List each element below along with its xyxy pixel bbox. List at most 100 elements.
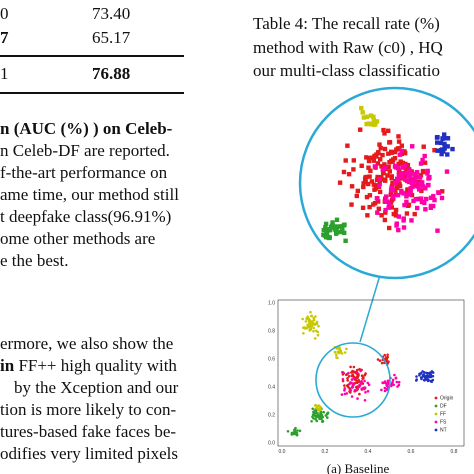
scatter-point [335, 347, 339, 350]
y-tick-label: 1.0 [268, 301, 275, 307]
scatter-point [315, 415, 318, 419]
zoomed-point [383, 199, 388, 204]
zoomed-point [442, 146, 447, 151]
scatter-point [427, 378, 430, 382]
zoomed-point [407, 174, 413, 179]
zoomed-point [337, 180, 343, 185]
zoomed-point [432, 148, 437, 153]
y-axis-ticks: 0.0 0.2 0.4 0.6 0.8 1.0 [268, 301, 275, 447]
x-tick-label: 0.4 [365, 449, 372, 455]
scatter-point [318, 417, 321, 421]
zoomed-point [422, 160, 428, 165]
zoomed-point [411, 198, 416, 204]
scatter-point [302, 332, 305, 335]
zoomed-point [372, 164, 378, 169]
scatter-point [367, 383, 371, 387]
zoomed-point [346, 172, 352, 177]
scatter-point [313, 412, 316, 416]
zoomed-point [371, 114, 376, 119]
zoomed-point [377, 183, 382, 188]
zoomed-point [377, 177, 382, 182]
zoomed-point [402, 202, 407, 208]
zoomed-point [366, 181, 371, 187]
zoomed-point [340, 226, 345, 231]
zoomed-point [376, 199, 381, 204]
zoomed-point [397, 168, 402, 173]
zoomed-point [324, 235, 329, 240]
zoomed-point [432, 197, 437, 203]
scatter-point [350, 395, 354, 398]
zoomed-point [440, 136, 445, 141]
zoomed-point [380, 167, 385, 172]
scatter-point [310, 314, 314, 318]
scatter-point [347, 371, 350, 375]
scatter-point [360, 387, 363, 391]
subfigure-label: (a) Baseline [327, 461, 390, 474]
zoomed-point [422, 153, 427, 159]
zoomed-point [445, 136, 451, 141]
zoomed-point [363, 179, 368, 184]
scatter-point [286, 430, 290, 433]
legend-label: FF [440, 412, 446, 418]
zoomed-point [369, 155, 374, 160]
scatter-point [394, 377, 398, 380]
y-tick-label: 0.2 [268, 413, 275, 419]
zoomed-point [442, 132, 447, 137]
zoomed-point [379, 213, 384, 218]
scatter-point [366, 390, 370, 393]
zoomed-point [380, 170, 386, 176]
scatter-point [317, 324, 320, 328]
zoomed-point [421, 144, 426, 149]
scatter-point [362, 387, 366, 390]
zoomed-point [438, 140, 444, 146]
scatter-point [358, 392, 361, 396]
scatter-point [392, 383, 395, 387]
zoomed-point [416, 187, 422, 192]
zoomed-point [371, 182, 376, 187]
body-line: tion is more likely to con- [0, 400, 177, 419]
zoomed-point [407, 179, 412, 185]
scatter-point [353, 389, 357, 392]
zoomed-point [326, 235, 332, 241]
scatter-point [431, 374, 435, 378]
legend-label: FS [440, 420, 447, 426]
zoomed-point [382, 131, 387, 136]
zoomed-point [341, 169, 347, 175]
body-line: by the Xception and our [14, 378, 179, 397]
zoomed-point [426, 182, 431, 188]
scatter-point [350, 371, 353, 374]
zoomed-point [335, 224, 340, 229]
scatter-point [385, 357, 388, 361]
zoomed-point [367, 204, 372, 210]
zoomed-point [428, 205, 433, 210]
scatter-point [321, 415, 324, 419]
scatter-point [340, 393, 344, 396]
scatter-point [397, 380, 401, 384]
scatter-point [312, 417, 315, 420]
zoomed-point [392, 149, 398, 155]
zoomed-point [355, 188, 360, 194]
zoomed-point [323, 221, 329, 227]
scatter-point [311, 407, 314, 411]
zoomed-point [327, 228, 333, 233]
zoomed-point [368, 122, 374, 127]
zoomed-point [362, 177, 368, 182]
scatter-points [286, 310, 435, 437]
scatter-point [307, 319, 311, 322]
zoomed-point [431, 203, 436, 209]
scatter-point [321, 420, 324, 423]
scatter-point [335, 353, 338, 357]
scatter-point [306, 325, 309, 329]
body-paragraph-2: ermore, we also show the in FF++ high qu… [0, 333, 232, 465]
zoomed-point [379, 177, 385, 182]
zoomed-point [334, 217, 340, 222]
zoomed-point [401, 218, 406, 223]
table-rule-bottom [0, 92, 184, 94]
caption-line: Table 4: The recall rate (%) [253, 14, 440, 33]
zoomed-point [414, 174, 419, 179]
zoomed-point [412, 179, 417, 184]
scatter-point [316, 413, 320, 417]
zoomed-point [383, 207, 388, 213]
body-line: e the best. [0, 251, 69, 270]
scatter-point [356, 374, 359, 378]
